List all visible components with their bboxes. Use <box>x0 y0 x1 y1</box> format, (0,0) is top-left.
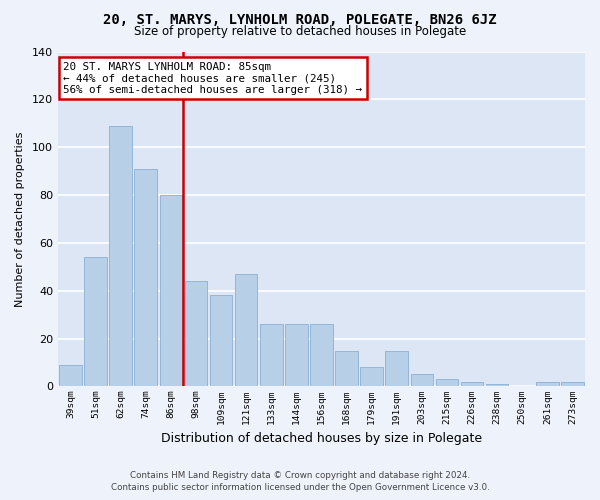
Bar <box>109 126 132 386</box>
X-axis label: Distribution of detached houses by size in Polegate: Distribution of detached houses by size … <box>161 432 482 445</box>
Bar <box>461 382 484 386</box>
Bar <box>486 384 508 386</box>
Text: 20 ST. MARYS LYNHOLM ROAD: 85sqm
← 44% of detached houses are smaller (245)
56% : 20 ST. MARYS LYNHOLM ROAD: 85sqm ← 44% o… <box>63 62 362 94</box>
Bar <box>134 168 157 386</box>
Bar <box>410 374 433 386</box>
Text: Size of property relative to detached houses in Polegate: Size of property relative to detached ho… <box>134 25 466 38</box>
Y-axis label: Number of detached properties: Number of detached properties <box>15 132 25 306</box>
Bar <box>235 274 257 386</box>
Bar <box>436 379 458 386</box>
Bar <box>385 350 408 386</box>
Bar <box>260 324 283 386</box>
Bar <box>536 382 559 386</box>
Bar <box>285 324 308 386</box>
Bar <box>210 296 232 386</box>
Bar <box>84 257 107 386</box>
Bar <box>160 195 182 386</box>
Bar <box>310 324 333 386</box>
Bar <box>361 368 383 386</box>
Bar <box>59 365 82 386</box>
Bar <box>561 382 584 386</box>
Text: Contains HM Land Registry data © Crown copyright and database right 2024.
Contai: Contains HM Land Registry data © Crown c… <box>110 471 490 492</box>
Bar <box>185 281 207 386</box>
Bar <box>335 350 358 386</box>
Text: 20, ST. MARYS, LYNHOLM ROAD, POLEGATE, BN26 6JZ: 20, ST. MARYS, LYNHOLM ROAD, POLEGATE, B… <box>103 12 497 26</box>
